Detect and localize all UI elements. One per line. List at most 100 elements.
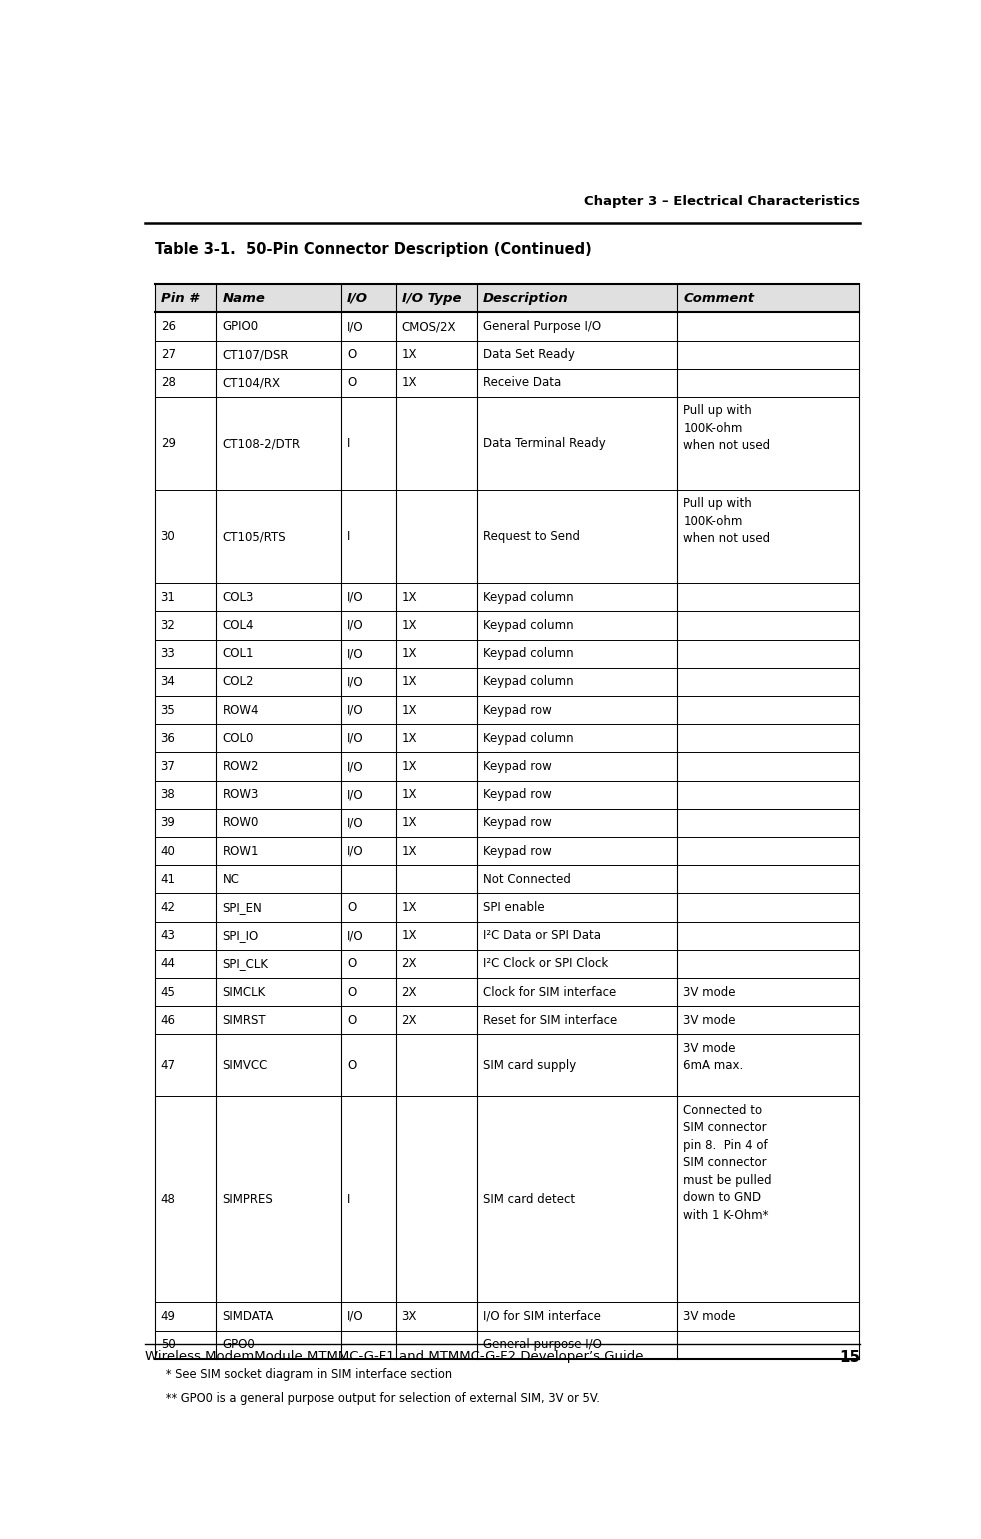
Text: * See SIM socket diagram in SIM interface section: * See SIM socket diagram in SIM interfac… — [155, 1368, 451, 1382]
Text: I²C Data or SPI Data: I²C Data or SPI Data — [484, 930, 601, 942]
Text: 40: 40 — [161, 845, 176, 857]
Text: SPI_IO: SPI_IO — [223, 930, 259, 942]
Text: 1X: 1X — [401, 676, 417, 688]
Text: I/O Type: I/O Type — [401, 292, 461, 305]
Text: I/O: I/O — [347, 760, 364, 773]
Text: NC: NC — [223, 873, 239, 886]
Text: Keypad row: Keypad row — [484, 703, 552, 717]
Text: 3V mode: 3V mode — [684, 985, 736, 999]
Text: 3X: 3X — [401, 1310, 417, 1324]
Text: I/O: I/O — [347, 591, 364, 603]
Text: 1X: 1X — [401, 900, 417, 914]
Text: ROW3: ROW3 — [223, 788, 259, 802]
Text: GPO0: GPO0 — [223, 1339, 255, 1351]
Text: CT107/DSR: CT107/DSR — [223, 348, 289, 362]
Text: 31: 31 — [161, 591, 176, 603]
Text: O: O — [347, 377, 356, 389]
Text: SIMCLK: SIMCLK — [223, 985, 266, 999]
Text: 3V mode: 3V mode — [684, 1014, 736, 1027]
Text: 1X: 1X — [401, 619, 417, 633]
Text: 35: 35 — [161, 703, 176, 717]
Text: 2X: 2X — [401, 957, 417, 971]
Text: SIMDATA: SIMDATA — [223, 1310, 274, 1324]
Text: O: O — [347, 1014, 356, 1027]
Text: I/O: I/O — [347, 619, 364, 633]
Text: CT105/RTS: CT105/RTS — [223, 529, 286, 543]
Text: Reset for SIM interface: Reset for SIM interface — [484, 1014, 617, 1027]
Text: Keypad column: Keypad column — [484, 733, 574, 745]
Text: CT104/RX: CT104/RX — [223, 377, 281, 389]
Text: Keypad row: Keypad row — [484, 845, 552, 857]
Text: 38: 38 — [161, 788, 176, 802]
Text: Connected to
SIM connector
pin 8.  Pin 4 of
SIM connector
must be pulled
down to: Connected to SIM connector pin 8. Pin 4 … — [684, 1103, 772, 1222]
Text: 39: 39 — [161, 816, 176, 830]
Text: SIM card supply: SIM card supply — [484, 1059, 577, 1073]
Text: ** GPO0 is a general purpose output for selection of external SIM, 3V or 5V.: ** GPO0 is a general purpose output for … — [155, 1391, 599, 1405]
Text: Clock for SIM interface: Clock for SIM interface — [484, 985, 616, 999]
Text: Keypad row: Keypad row — [484, 760, 552, 773]
Text: 26: 26 — [161, 320, 176, 332]
Bar — [155, 285, 858, 312]
Text: COL0: COL0 — [223, 733, 254, 745]
Text: O: O — [347, 348, 356, 362]
Text: O: O — [347, 1059, 356, 1073]
Text: CMOS/2X: CMOS/2X — [401, 320, 456, 332]
Text: 28: 28 — [161, 377, 176, 389]
Text: Pull up with
100K-ohm
when not used: Pull up with 100K-ohm when not used — [684, 405, 770, 452]
Text: I/O: I/O — [347, 676, 364, 688]
Text: 45: 45 — [161, 985, 176, 999]
Text: Wireless ModemModule MTMMC-G-F1 and MTMMC-G-F2 Developer’s Guide: Wireless ModemModule MTMMC-G-F1 and MTMM… — [145, 1350, 644, 1362]
Text: 1X: 1X — [401, 733, 417, 745]
Text: SIM card detect: SIM card detect — [484, 1193, 575, 1207]
Text: 41: 41 — [161, 873, 176, 886]
Text: ROW2: ROW2 — [223, 760, 259, 773]
Text: Receive Data: Receive Data — [484, 377, 561, 389]
Text: COL4: COL4 — [223, 619, 254, 633]
Text: 3V mode
6mA max.: 3V mode 6mA max. — [684, 1042, 744, 1073]
Text: O: O — [347, 900, 356, 914]
Text: 30: 30 — [161, 529, 176, 543]
Text: 32: 32 — [161, 619, 176, 633]
Text: 44: 44 — [161, 957, 176, 971]
Text: SPI_EN: SPI_EN — [223, 900, 262, 914]
Text: 1X: 1X — [401, 845, 417, 857]
Text: Keypad column: Keypad column — [484, 648, 574, 660]
Text: I/O: I/O — [347, 292, 368, 305]
Text: I²C Clock or SPI Clock: I²C Clock or SPI Clock — [484, 957, 608, 971]
Text: 49: 49 — [161, 1310, 176, 1324]
Text: 34: 34 — [161, 676, 176, 688]
Text: 50: 50 — [161, 1339, 176, 1351]
Text: ROW0: ROW0 — [223, 816, 259, 830]
Text: 1X: 1X — [401, 648, 417, 660]
Text: 1X: 1X — [401, 348, 417, 362]
Text: Chapter 3 – Electrical Characteristics: Chapter 3 – Electrical Characteristics — [584, 195, 860, 208]
Text: 1X: 1X — [401, 591, 417, 603]
Text: I: I — [347, 529, 350, 543]
Text: 47: 47 — [161, 1059, 176, 1073]
Text: Keypad column: Keypad column — [484, 676, 574, 688]
Text: SPI_CLK: SPI_CLK — [223, 957, 269, 971]
Text: Keypad column: Keypad column — [484, 591, 574, 603]
Text: 1X: 1X — [401, 816, 417, 830]
Text: I/O: I/O — [347, 788, 364, 802]
Text: Comment: Comment — [684, 292, 754, 305]
Text: SIMRST: SIMRST — [223, 1014, 266, 1027]
Text: Keypad row: Keypad row — [484, 816, 552, 830]
Text: I/O: I/O — [347, 816, 364, 830]
Text: ROW1: ROW1 — [223, 845, 259, 857]
Text: I: I — [347, 1193, 350, 1207]
Text: Request to Send: Request to Send — [484, 529, 580, 543]
Text: Keypad column: Keypad column — [484, 619, 574, 633]
Text: 33: 33 — [161, 648, 176, 660]
Text: COL1: COL1 — [223, 648, 254, 660]
Text: 2X: 2X — [401, 985, 417, 999]
Text: SIMPRES: SIMPRES — [223, 1193, 274, 1207]
Text: 43: 43 — [161, 930, 176, 942]
Text: 29: 29 — [161, 437, 176, 449]
Text: Not Connected: Not Connected — [484, 873, 571, 886]
Text: Data Set Ready: Data Set Ready — [484, 348, 575, 362]
Text: SPI enable: SPI enable — [484, 900, 544, 914]
Text: Table 3-1.  50-Pin Connector Description (Continued): Table 3-1. 50-Pin Connector Description … — [155, 242, 592, 257]
Text: I/O: I/O — [347, 845, 364, 857]
Text: O: O — [347, 957, 356, 971]
